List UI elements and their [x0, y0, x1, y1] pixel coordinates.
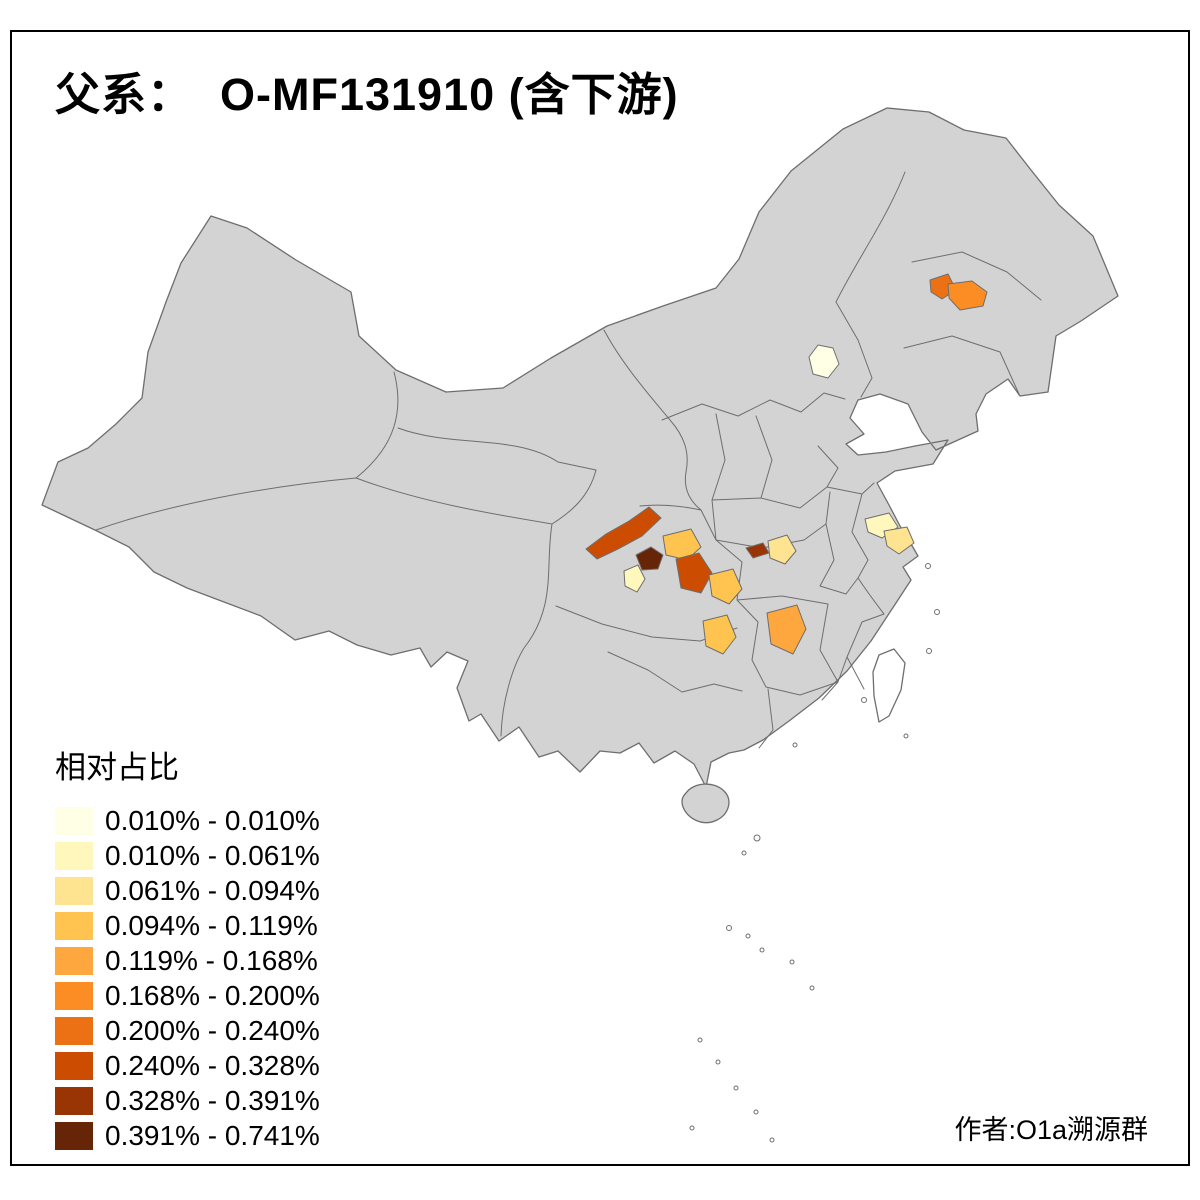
author-credit: 作者:O1a溯源群 [954, 1115, 1148, 1145]
region-shanghai-area [883, 526, 915, 555]
region-central-hubei [767, 534, 797, 565]
island [715, 1059, 721, 1065]
island [925, 563, 931, 569]
legend-swatch [55, 946, 93, 975]
legend-label: 0.240% - 0.328% [105, 1049, 320, 1081]
offshore-islands [689, 563, 940, 1143]
map-layers [41, 107, 1119, 1143]
legend-swatch [55, 806, 93, 835]
mainland-china [41, 107, 1119, 788]
region-hunan-central [766, 604, 807, 655]
legend-item: 0.119% - 0.168% [55, 943, 320, 978]
legend-swatch [55, 1086, 93, 1115]
legend-label: 0.010% - 0.061% [105, 839, 320, 871]
legend-swatch [55, 1051, 93, 1080]
island [926, 648, 932, 654]
legend-label: 0.010% - 0.010% [105, 804, 320, 836]
island [903, 733, 909, 739]
island [741, 850, 747, 856]
taiwan-island [872, 648, 906, 723]
island [769, 1137, 775, 1143]
legend-label: 0.061% - 0.094% [105, 874, 320, 906]
island [759, 947, 765, 953]
legend-label: 0.200% - 0.240% [105, 1014, 320, 1046]
figure-title: 父系： O-MF131910 (含下游) [55, 69, 679, 120]
region-jilin-central [947, 280, 988, 311]
hainan-island [681, 783, 730, 824]
island [934, 609, 940, 615]
legend-swatch [55, 1016, 93, 1045]
legend-item: 0.200% - 0.240% [55, 1013, 320, 1048]
island [689, 1125, 695, 1131]
island [745, 933, 751, 939]
region-south-sichuan [623, 564, 646, 593]
legend-label: 0.391% - 0.741% [105, 1119, 320, 1151]
island [726, 925, 732, 931]
legend: 相对占比 0.010% - 0.010% 0.010% - 0.061% 0.0… [55, 742, 320, 1153]
island [809, 985, 815, 991]
highlight-regions [585, 273, 988, 655]
legend-item: 0.010% - 0.010% [55, 803, 320, 838]
legend-swatch [55, 1121, 93, 1150]
legend-label: 0.328% - 0.391% [105, 1084, 320, 1116]
region-east-sichuan [708, 568, 743, 605]
island [697, 1037, 703, 1043]
island [733, 1085, 739, 1091]
legend-item: 0.094% - 0.119% [55, 908, 320, 943]
legend-label: 0.094% - 0.119% [105, 909, 318, 941]
legend-swatch [55, 876, 93, 905]
island [861, 697, 867, 703]
legend-swatch [55, 841, 93, 870]
legend-item: 0.328% - 0.391% [55, 1083, 320, 1118]
island [792, 742, 798, 748]
region-beijing [808, 344, 840, 379]
legend-item: 0.010% - 0.061% [55, 838, 320, 873]
legend-item: 0.240% - 0.328% [55, 1048, 320, 1083]
province-borders [95, 171, 1042, 749]
legend-item: 0.391% - 0.741% [55, 1118, 320, 1153]
legend-item: 0.061% - 0.094% [55, 873, 320, 908]
legend-swatch [55, 911, 93, 940]
legend-label: 0.168% - 0.200% [105, 979, 320, 1011]
region-central-sichuan [635, 546, 664, 571]
legend-item: 0.168% - 0.200% [55, 978, 320, 1013]
region-chengdu-area [675, 552, 713, 594]
island [789, 959, 795, 965]
region-north-sichuan [662, 528, 702, 561]
island [753, 834, 761, 842]
legend-label: 0.119% - 0.168% [105, 944, 318, 976]
region-west-sichuan-band [585, 506, 662, 560]
legend-title: 相对占比 [55, 750, 179, 785]
legend-swatch [55, 981, 93, 1010]
region-guizhou-northeast [702, 614, 737, 655]
island [753, 1109, 759, 1115]
